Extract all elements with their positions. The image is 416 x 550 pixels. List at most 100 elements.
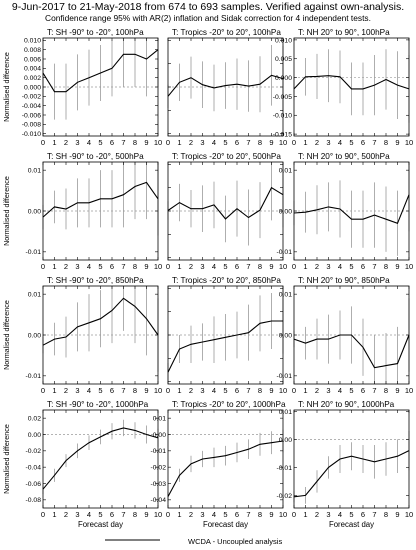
panel-7-x-tick-label: 1 — [52, 386, 56, 395]
panel-5-x-tick-label: 2 — [189, 262, 193, 271]
panel-4-y-tick-label: 0.00 — [28, 208, 41, 215]
panel-3-x-tick-label: 0 — [292, 138, 296, 147]
panel-7-x-tick-label: 0 — [41, 386, 45, 395]
panel-9-x-tick-label: 6 — [361, 386, 365, 395]
panel-2-x-tick-label: 2 — [189, 138, 193, 147]
panel-6-x-tick-label: 5 — [349, 262, 353, 271]
panel-1-y-tick-label: 0.000 — [24, 84, 41, 91]
panel-9-x-tick-label: 1 — [303, 386, 307, 395]
panel-7-x-tick-label: 5 — [98, 386, 102, 395]
panel-11-x-tick-label: 9 — [269, 510, 273, 519]
panel-11-y-tick-label: -0.02 — [151, 465, 167, 472]
panel-6-x-tick-label: 10 — [405, 262, 413, 271]
panel-9-y-tick-label: 0.01 — [279, 292, 292, 299]
panel-8-x-tick-label: 1 — [177, 386, 181, 395]
panel-8-x-tick-label: 9 — [269, 386, 273, 395]
panel-10-x-tick-label: 9 — [144, 510, 148, 519]
panel-1-x-tick-label: 1 — [52, 138, 56, 147]
panel-3-x-tick-label: 4 — [338, 138, 342, 147]
panel-1-y-tick-label: -0.008 — [22, 122, 41, 129]
panel-8-title: T: Tropics -20° to 20°, 850hPa — [172, 276, 281, 285]
panel-7-y-tick-label: 0.00 — [28, 332, 41, 339]
panel-6-y-tick-label: 0.01 — [279, 168, 292, 175]
panel-1-y-tick-label: 0.006 — [24, 56, 41, 63]
panel-12-series-line — [293, 450, 410, 498]
panel-6-x-tick-label: 0 — [292, 262, 296, 271]
panel-3-y-tick-label: 0.005 — [275, 56, 292, 63]
panel-11-x-tick-label: 1 — [177, 510, 181, 519]
panel-1-y-tick-label: -0.010 — [22, 131, 41, 138]
panel-10-x-tick-label: 5 — [98, 510, 102, 519]
panel-6-x-tick-label: 1 — [303, 262, 307, 271]
panel-10-x-tick-label: 8 — [133, 510, 137, 519]
panel-11-x-tick-label: 7 — [246, 510, 250, 519]
panel-10-x-tick-label: 10 — [154, 510, 162, 519]
panel-5-x-tick-label: 1 — [177, 262, 181, 271]
panel-3-x-tick-label: 3 — [326, 138, 330, 147]
panel-5-x-tick-label: 9 — [269, 262, 273, 271]
panel-6-y-tick-label: -0.01 — [277, 249, 293, 256]
panel-10-y-axis-label: Normalised difference — [2, 424, 11, 494]
panel-7-x-tick-label: 10 — [154, 386, 162, 395]
panel-12-x-tick-label: 0 — [292, 510, 296, 519]
panel-10-x-tick-label: 2 — [64, 510, 68, 519]
panel-10-y-tick-label: -0.02 — [26, 448, 42, 455]
panel-6-y-tick-label: 0.00 — [279, 208, 292, 215]
panel-7-y-tick-label: -0.01 — [26, 373, 42, 380]
panel-6-x-tick-label: 7 — [372, 262, 376, 271]
panel-9-x-tick-label: 8 — [384, 386, 388, 395]
panel-12-x-tick-label: 4 — [338, 510, 342, 519]
panel-7-x-tick-label: 9 — [144, 386, 148, 395]
panel-3-x-tick-label: 2 — [315, 138, 319, 147]
panel-11-series-line — [167, 440, 284, 497]
panel-1-x-tick-label: 3 — [75, 138, 79, 147]
panel-9-x-tick-label: 7 — [372, 386, 376, 395]
panel-3-x-tick-label: 7 — [372, 138, 376, 147]
panel-8-x-tick-label: 3 — [200, 386, 204, 395]
panel-12-x-tick-label: 5 — [349, 510, 353, 519]
panel-2-x-tick-label: 4 — [212, 138, 216, 147]
panel-11-y-tick-label: 0.00 — [153, 432, 166, 439]
panel-7-x-tick-label: 7 — [121, 386, 125, 395]
panel-1-y-tick-label: 0.002 — [24, 75, 41, 82]
panel-4-x-tick-label: 9 — [144, 262, 148, 271]
panel-3-y-tick-label: -0.010 — [273, 113, 292, 120]
panel-12-x-tick-label: 7 — [372, 510, 376, 519]
panel-2-x-tick-label: 5 — [223, 138, 227, 147]
panel-7-x-tick-label: 8 — [133, 386, 137, 395]
panel-8-x-tick-label: 7 — [246, 386, 250, 395]
panel-7-x-tick-label: 3 — [75, 386, 79, 395]
panel-2-title: T: Tropics -20° to 20°, 100hPa — [172, 28, 281, 37]
panel-1-x-tick-label: 5 — [98, 138, 102, 147]
panel-12-x-tick-label: 3 — [326, 510, 330, 519]
panel-8-x-tick-label: 8 — [258, 386, 262, 395]
panel-11-x-axis-label: Forecast day — [203, 520, 248, 529]
panel-4-x-tick-label: 1 — [52, 262, 56, 271]
panel-4-y-tick-label: -0.01 — [26, 249, 42, 256]
panel-2-x-tick-label: 7 — [246, 138, 250, 147]
panel-5-x-tick-label: 5 — [223, 262, 227, 271]
panel-9-y-tick-label: 0.00 — [279, 332, 292, 339]
panel-9-x-tick-label: 5 — [349, 386, 353, 395]
panel-5-x-tick-label: 6 — [235, 262, 239, 271]
panel-3-series-line — [293, 75, 410, 90]
panel-1-y-tick-label: 0.010 — [24, 38, 41, 45]
panel-12-y-tick-label: 0.01 — [279, 409, 292, 416]
panel-10-series-line — [42, 427, 159, 490]
panel-8-x-tick-label: 4 — [212, 386, 216, 395]
panel-12-title: T: NH 20° to 90°, 1000hPa — [298, 400, 395, 409]
panel-4-x-tick-label: 7 — [121, 262, 125, 271]
panel-7-y-axis-label: Normalised difference — [2, 300, 11, 370]
panel-3-y-tick-label: 0.000 — [275, 75, 292, 82]
panel-5-x-tick-label: 0 — [166, 262, 170, 271]
panel-10-title: T: SH -90° to -20°, 1000hPa — [47, 400, 149, 409]
panel-10-y-tick-label: 0.02 — [28, 416, 41, 423]
panel-10-frame — [42, 409, 159, 509]
panel-1-title: T: SH -90° to -20°, 100hPa — [47, 28, 144, 37]
panel-8-x-tick-label: 5 — [223, 386, 227, 395]
panel-12-x-tick-label: 1 — [303, 510, 307, 519]
panel-12-x-tick-label: 6 — [361, 510, 365, 519]
panel-10-y-tick-label: -0.04 — [26, 465, 42, 472]
panel-8-x-tick-label: 0 — [166, 386, 170, 395]
